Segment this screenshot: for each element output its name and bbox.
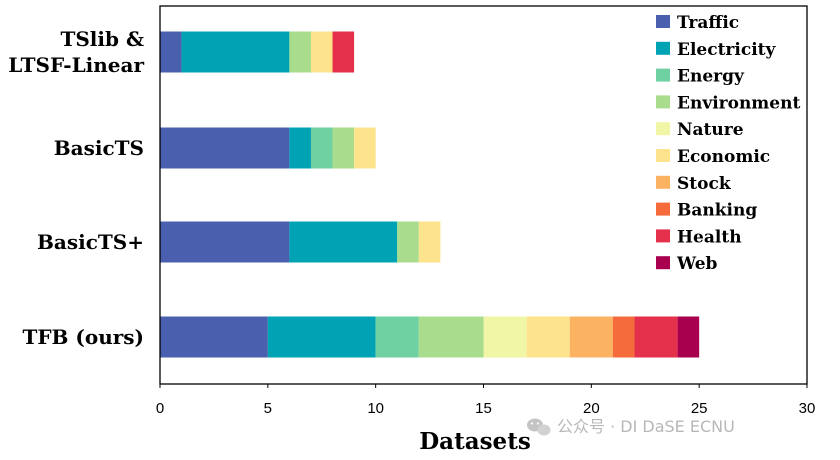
x-tick-label: 10 [367, 400, 384, 417]
legend-swatch [656, 68, 670, 82]
legend: Traffic Electricity Energy Environment Natur… [656, 13, 800, 274]
bar-segment [160, 31, 182, 73]
legend-label: Nature [677, 120, 744, 140]
bar-segment [160, 127, 290, 169]
y-tick-label: BasicTS+ [37, 230, 144, 254]
x-tick-label: 20 [583, 400, 600, 417]
bar-segment [289, 221, 398, 263]
bar-segment [332, 127, 355, 169]
legend-swatch [656, 229, 670, 243]
x-tick-label: 30 [799, 400, 816, 417]
legend-label: Environment [677, 93, 800, 113]
legend-label: Health [677, 227, 742, 247]
y-tick-label: LTSF-Linear [8, 53, 144, 77]
x-tick-label: 0 [156, 400, 164, 417]
watermark-text: 公众号 · DI DaSE ECNU [557, 417, 735, 436]
x-tick-label: 15 [475, 400, 492, 417]
y-tick-labels: TSlib &LTSF-Linear BasicTS BasicTS+ TFB (ou… [8, 27, 144, 349]
bar-segment [289, 127, 311, 169]
legend-label: Economic [677, 147, 770, 167]
legend-label: Web [676, 254, 718, 274]
bar-segment [526, 316, 570, 358]
x-tick-label: 25 [691, 400, 708, 417]
bar-segment [160, 221, 290, 263]
bar-segment [569, 316, 613, 358]
bar-segment [418, 316, 484, 358]
y-tick-label: BasicTS [54, 136, 144, 160]
bar-segment [634, 316, 678, 358]
legend-label: Banking [677, 201, 757, 221]
bar-segment [612, 316, 635, 358]
legend-label: Electricity [677, 40, 777, 60]
x-tick-labels: 0 5 10 15 20 25 30 [156, 384, 816, 417]
legend-swatch [656, 15, 670, 28]
x-tick-label: 5 [264, 400, 272, 417]
legend-swatch [656, 256, 670, 270]
legend-label: Stock [677, 174, 732, 194]
bar-segment [181, 31, 290, 73]
legend-swatch [656, 122, 670, 136]
legend-swatch [656, 202, 670, 216]
legend-label: Traffic [677, 13, 739, 33]
bar-segment [160, 316, 268, 358]
bar-segment [418, 221, 441, 263]
bar-segment [483, 316, 527, 358]
bar-segment [310, 127, 333, 169]
bars-layer [160, 31, 700, 358]
watermark: 公众号 · DI DaSE ECNU [527, 417, 735, 436]
legend-swatch [656, 95, 670, 109]
y-tick-label: TFB (ours) [22, 325, 144, 349]
bar-segment [310, 31, 333, 73]
legend-swatch [656, 175, 670, 189]
bar-segment [677, 316, 700, 358]
x-axis-title: Datasets [419, 428, 531, 455]
bar-segment [397, 221, 419, 263]
wechat-icon [527, 418, 551, 436]
bar-segment [289, 31, 311, 73]
bar-segment [332, 31, 355, 73]
bar-segment [375, 316, 419, 358]
legend-swatch [656, 41, 670, 55]
y-tick-label: TSlib & [60, 27, 144, 51]
legend-swatch [656, 149, 670, 162]
legend-label: Energy [677, 67, 745, 87]
bar-segment [354, 127, 376, 169]
bar-segment [267, 316, 376, 358]
